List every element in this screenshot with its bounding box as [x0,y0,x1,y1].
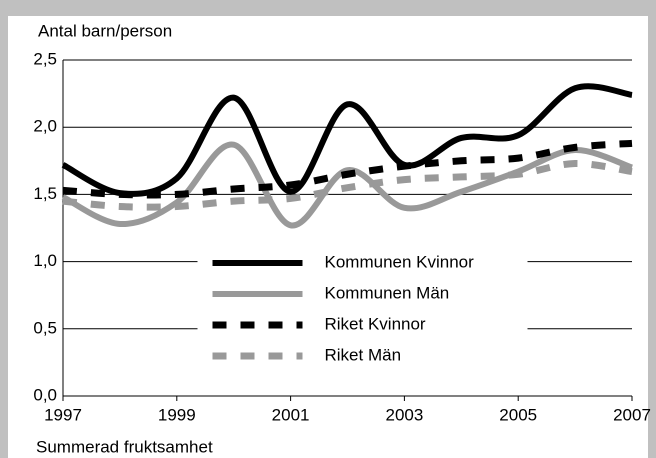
y-axis-label: Antal barn/person [38,21,172,40]
legend-label: Kommunen Kvinnor [325,252,475,271]
legend-label: Kommunen Män [325,283,450,302]
series-line [62,139,633,199]
x-tick-label: 1999 [158,405,196,424]
x-tick-label: 2003 [385,405,423,424]
y-tick-label: 0,5 [33,318,57,337]
series-line [61,141,634,229]
x-tick-label: 2005 [499,405,537,424]
panel [8,16,648,458]
x-axis-label: Summerad fruktsamhet [36,437,213,456]
y-tick-label: 0,0 [33,385,57,404]
x-tick-label: 1997 [44,405,82,424]
legend: Kommunen Kvinnor Kommunen Män Riket Kvinno… [197,246,528,376]
x-tick-label: 2007 [613,405,651,424]
legend-label: Riket Män [325,345,402,364]
series-line [61,83,633,197]
legend-label: Riket Kvinnor [325,314,426,333]
y-tick-label: 2,0 [33,117,57,136]
y-tick-label: 2,5 [33,49,57,68]
y-tick-label: 1,5 [33,184,57,203]
y-tick-label: 1,0 [33,251,57,270]
series-line [62,159,633,211]
x-tick-label: 2001 [272,405,310,424]
